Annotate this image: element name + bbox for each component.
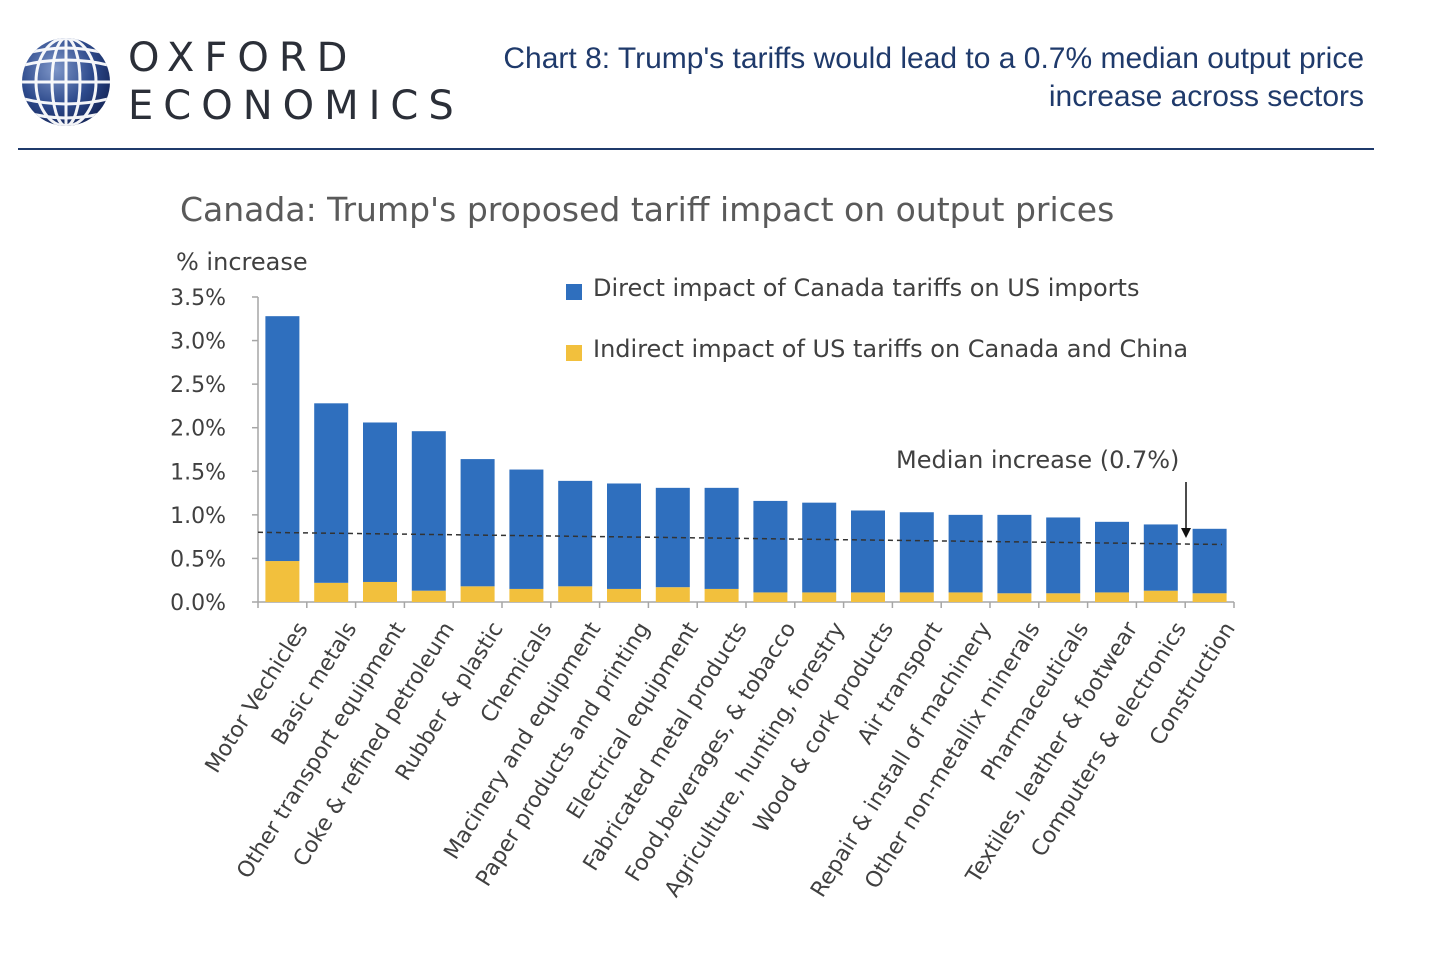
bar-segment-indirect bbox=[460, 586, 495, 602]
bar-segment-direct bbox=[509, 469, 544, 589]
bar-segment-indirect bbox=[753, 592, 788, 602]
y-tick-label: 0.0% bbox=[170, 591, 226, 616]
y-tick-label: 1.0% bbox=[170, 504, 226, 529]
y-tick-label: 0.5% bbox=[170, 547, 226, 572]
header-divider bbox=[18, 148, 1374, 150]
bar-segment-indirect bbox=[1143, 590, 1178, 602]
bar-segment-indirect bbox=[899, 592, 934, 602]
bar-segment-indirect bbox=[802, 592, 837, 602]
legend-swatch-indirect bbox=[566, 345, 582, 361]
median-arrow-icon bbox=[1181, 528, 1191, 539]
legend-swatch-direct bbox=[566, 284, 582, 300]
bar-segment-direct bbox=[1095, 521, 1129, 593]
chart-title: Canada: Trump's proposed tariff impact o… bbox=[180, 190, 1115, 229]
bar-segment-indirect bbox=[997, 593, 1032, 602]
globe-icon bbox=[22, 38, 110, 126]
y-tick-label: 1.5% bbox=[170, 460, 226, 485]
bar-segment-indirect bbox=[411, 590, 446, 602]
bar-segment-indirect bbox=[265, 561, 300, 602]
bar-segment-direct bbox=[1192, 528, 1227, 594]
logo-text-economics: ECONOMICS bbox=[128, 83, 464, 129]
bar-segment-direct bbox=[997, 514, 1032, 594]
bar-segment-indirect bbox=[851, 592, 885, 602]
bars bbox=[265, 316, 1227, 602]
bar-segment-direct bbox=[265, 316, 300, 562]
bar-segment-indirect bbox=[948, 592, 983, 602]
legend-label-indirect: Indirect impact of US tariffs on Canada … bbox=[593, 335, 1189, 363]
y-axis-label: % increase bbox=[176, 248, 308, 276]
bar-segment-direct bbox=[851, 510, 885, 593]
bar-segment-indirect bbox=[1192, 593, 1227, 602]
bar-segment-direct bbox=[753, 500, 788, 593]
bar-segment-direct bbox=[1143, 524, 1178, 591]
bar-segment-direct bbox=[363, 422, 397, 582]
y-tick-label: 3.0% bbox=[170, 330, 226, 355]
bar-segment-direct bbox=[558, 480, 593, 587]
bar-segment-direct bbox=[802, 502, 837, 593]
bar-segment-indirect bbox=[558, 586, 593, 602]
bar-segment-direct bbox=[314, 403, 349, 583]
logo-text-oxford: OXFORD bbox=[128, 35, 358, 81]
bar-segment-indirect bbox=[607, 588, 641, 602]
median-line bbox=[257, 531, 1223, 546]
y-tick-label: 3.5% bbox=[170, 286, 226, 311]
bar-segment-indirect bbox=[363, 581, 397, 602]
bar-segment-indirect bbox=[655, 587, 690, 602]
bar-segment-indirect bbox=[704, 588, 739, 602]
y-tick-label: 2.5% bbox=[170, 373, 226, 398]
oxford-economics-logo: OXFORD ECONOMICS bbox=[20, 35, 454, 136]
bar-segment-direct bbox=[460, 459, 495, 587]
header-chart-title: Chart 8: Trump's tariffs would lead to a… bbox=[503, 42, 1364, 113]
bar-segment-direct bbox=[411, 431, 446, 591]
bar-segment-indirect bbox=[1095, 592, 1129, 602]
bar-segment-direct bbox=[1046, 517, 1081, 594]
bar-segment-indirect bbox=[1046, 593, 1081, 602]
bar-segment-direct bbox=[948, 514, 983, 593]
legend-label-direct: Direct impact of Canada tariffs on US im… bbox=[593, 274, 1140, 302]
bar-segment-direct bbox=[899, 512, 934, 593]
bar-segment-indirect bbox=[509, 588, 544, 602]
bar-segment-indirect bbox=[314, 582, 349, 602]
median-line-group bbox=[257, 482, 1223, 546]
y-tick-label: 2.0% bbox=[170, 417, 226, 442]
median-label: Median increase (0.7%) bbox=[896, 446, 1180, 474]
